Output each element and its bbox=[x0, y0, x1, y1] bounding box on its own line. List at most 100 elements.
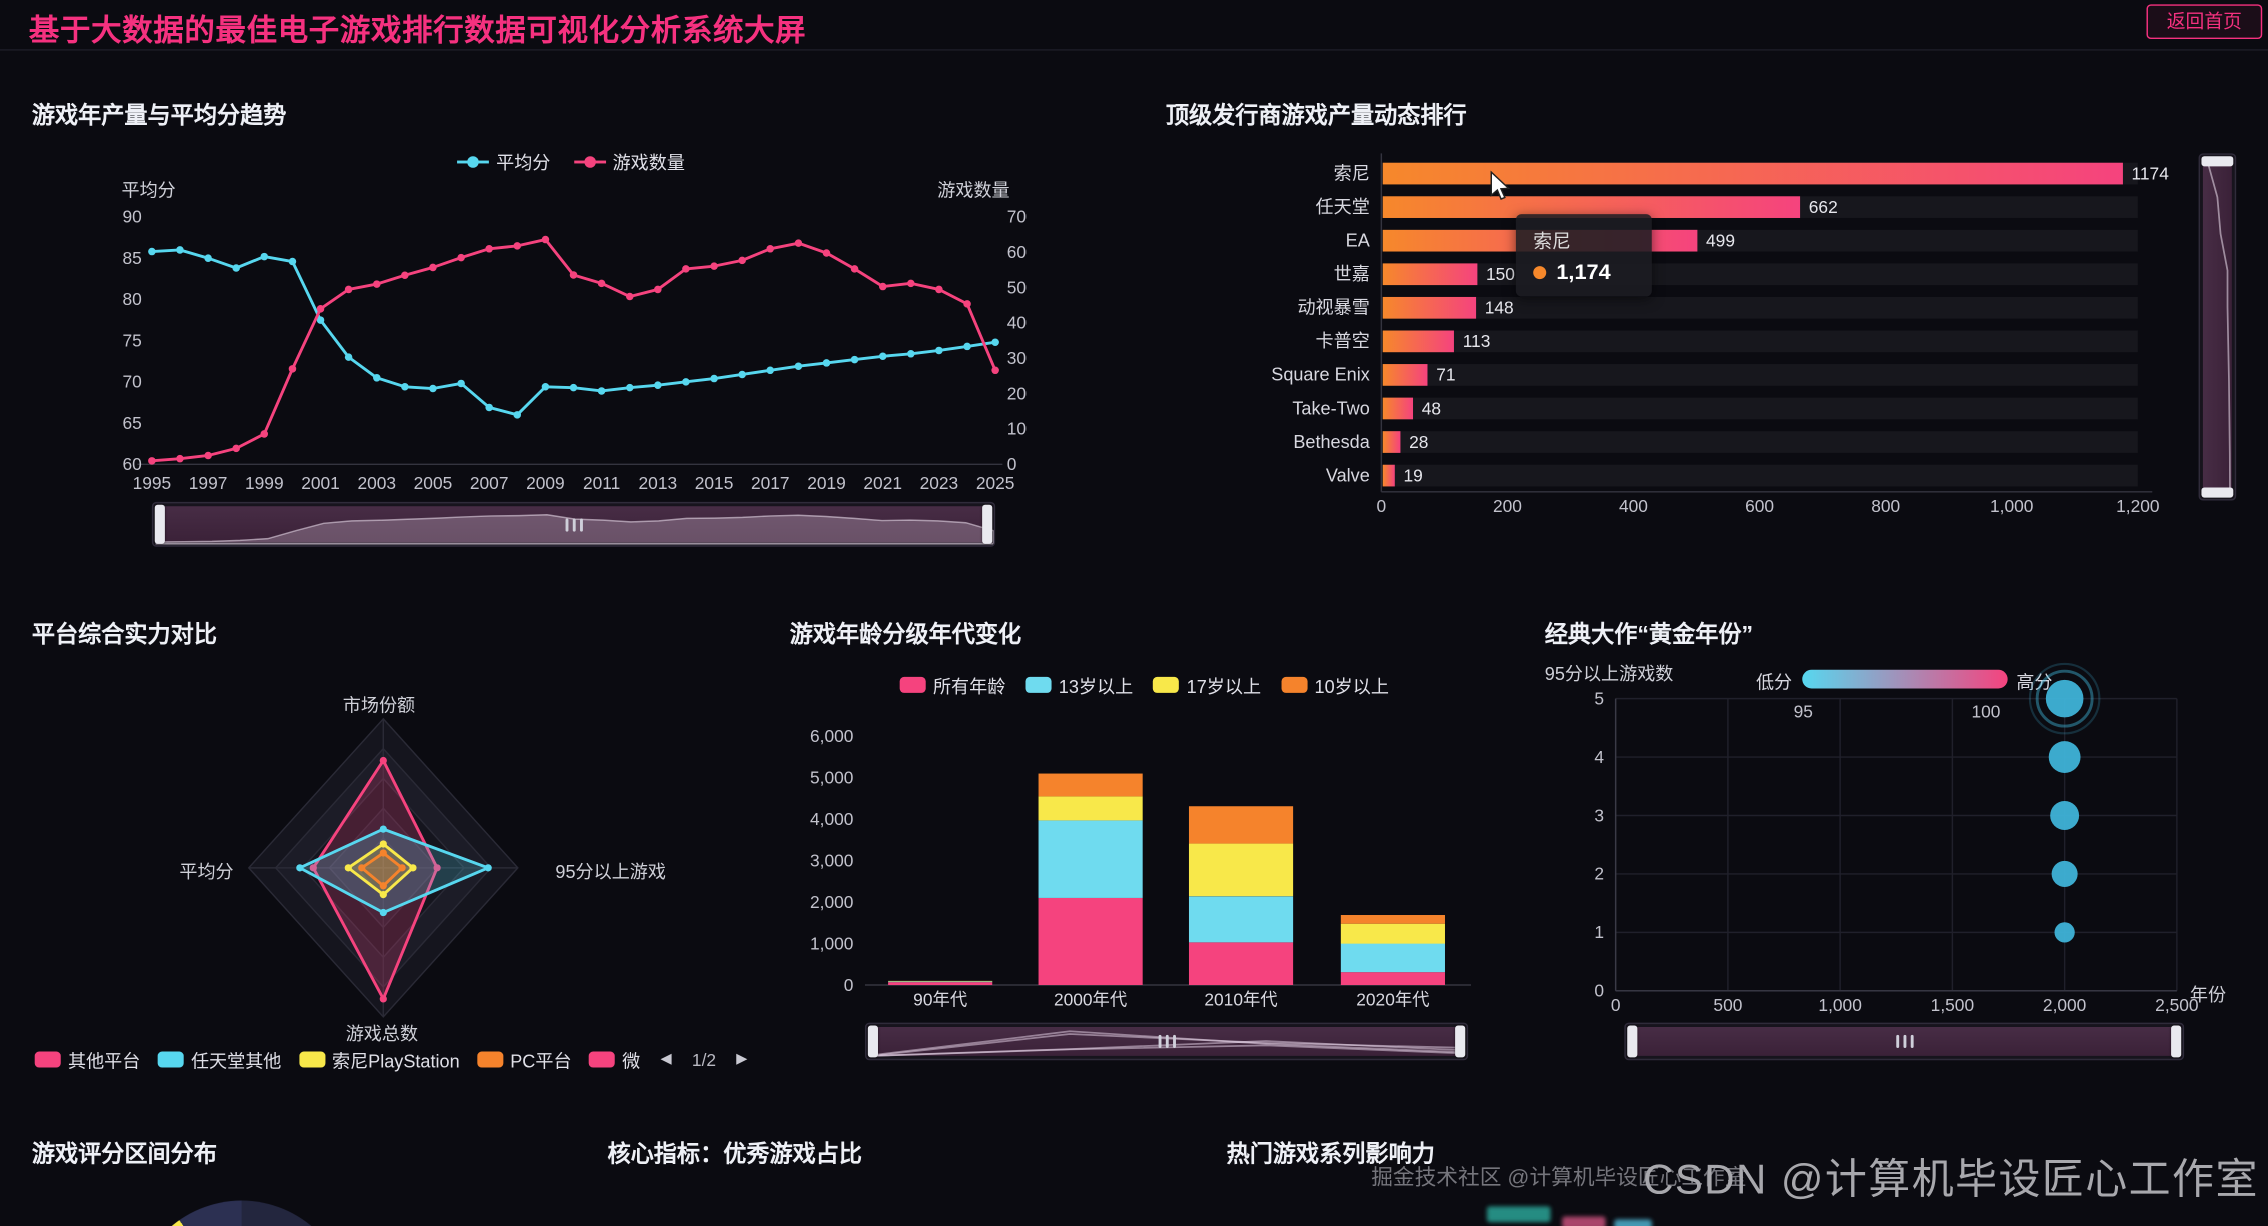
visualmap-gradient-bar[interactable] bbox=[1802, 669, 2008, 689]
score-distribution-pie-chart[interactable] bbox=[133, 1200, 351, 1226]
datazoom-handle-right[interactable] bbox=[982, 504, 993, 544]
datazoom-handle-left[interactable] bbox=[867, 1025, 878, 1058]
radar-indicator-avg-score: 平均分 bbox=[179, 862, 234, 883]
back-home-button[interactable]: 返回首页 bbox=[2146, 4, 2263, 40]
svg-text:1: 1 bbox=[1594, 922, 1604, 942]
svg-text:499: 499 bbox=[1706, 230, 1735, 250]
scatter-point[interactable] bbox=[2054, 922, 2075, 943]
svg-text:71: 71 bbox=[1436, 365, 1455, 385]
scatter-point[interactable] bbox=[2048, 741, 2081, 773]
stacked-bar-segment[interactable] bbox=[1038, 796, 1143, 821]
legend-item-other-platform[interactable]: 其他平台 bbox=[34, 1046, 140, 1073]
datazoom-handle-right[interactable] bbox=[1455, 1025, 1466, 1058]
svg-text:90年代: 90年代 bbox=[913, 989, 967, 1009]
trend-datazoom-slider[interactable] bbox=[151, 501, 996, 547]
svg-text:3: 3 bbox=[1594, 805, 1604, 825]
stacked-bar-segment[interactable] bbox=[1340, 923, 1445, 944]
svg-text:2020年代: 2020年代 bbox=[1356, 989, 1429, 1009]
datazoom-handle-bottom[interactable] bbox=[2201, 487, 2234, 498]
watermark-juejin: 掘金技术社区 @计算机毕设匠心工作室 bbox=[1371, 1165, 1747, 1191]
stacked-bar-segment[interactable] bbox=[1188, 806, 1294, 844]
legend-item-all-ages[interactable]: 所有年龄 bbox=[899, 671, 1005, 698]
svg-text:2,500: 2,500 bbox=[2155, 995, 2198, 1015]
legend-prev-arrow-icon[interactable]: ◀ bbox=[660, 1051, 672, 1068]
line-marker-icon bbox=[457, 153, 489, 170]
stacked-bar-segment[interactable] bbox=[1188, 896, 1294, 943]
golden-years-scatter-chart[interactable]: 0 500 1,000 1,500 2,000 2,500 5 4 3 2 1 0 bbox=[1533, 651, 2242, 1021]
legend-item-pc-platform[interactable]: PC平台 bbox=[476, 1046, 572, 1073]
golden-datazoom-slider[interactable] bbox=[1624, 1022, 2185, 1061]
scatter-point[interactable] bbox=[2045, 679, 2084, 718]
publisher-bar[interactable] bbox=[1382, 464, 1395, 487]
svg-text:148: 148 bbox=[1485, 298, 1514, 318]
legend-item-17plus[interactable]: 17岁以上 bbox=[1153, 671, 1261, 698]
datazoom-grip-icon[interactable] bbox=[564, 517, 583, 531]
stacked-bar-segment[interactable] bbox=[1340, 943, 1445, 973]
stacked-bar-segment[interactable] bbox=[1340, 972, 1445, 986]
scatter-point[interactable] bbox=[2050, 801, 2080, 830]
datazoom-handle-top[interactable] bbox=[2201, 156, 2234, 167]
svg-text:600: 600 bbox=[1007, 242, 1027, 262]
legend-item-microsoft-truncated[interactable]: 微 bbox=[588, 1046, 640, 1073]
ratings-datazoom-slider[interactable] bbox=[864, 1022, 1469, 1061]
publisher-bar[interactable] bbox=[1382, 364, 1428, 386]
publisher-bar[interactable] bbox=[1382, 263, 1478, 286]
svg-text:1,000: 1,000 bbox=[1818, 995, 1861, 1015]
svg-text:卡普空: 卡普空 bbox=[1316, 331, 1370, 351]
stacked-bar-segment[interactable] bbox=[1188, 843, 1294, 897]
svg-text:5: 5 bbox=[1594, 688, 1604, 708]
scatter-y-axis-name: 95分以上游戏数 bbox=[1544, 663, 1674, 685]
svg-text:2: 2 bbox=[1594, 864, 1604, 884]
publishers-datazoom-slider[interactable] bbox=[2198, 153, 2237, 501]
svg-text:60: 60 bbox=[122, 454, 141, 474]
datazoom-handle-left[interactable] bbox=[1627, 1025, 1638, 1058]
publisher-bar[interactable] bbox=[1382, 162, 2123, 185]
svg-text:动视暴雪: 动视暴雪 bbox=[1297, 298, 1369, 318]
stacked-bar-segment[interactable] bbox=[1340, 915, 1445, 924]
svg-text:2011: 2011 bbox=[583, 473, 620, 493]
svg-text:2015: 2015 bbox=[695, 473, 734, 493]
publishers-bar-chart[interactable]: 0 200 400 600 800 1,000 1,200 索尼 1174 任天堂 662 EA 499… bbox=[1157, 142, 2191, 521]
legend-item-nintendo-other[interactable]: 任天堂其他 bbox=[157, 1046, 281, 1073]
svg-text:800: 800 bbox=[1871, 496, 1900, 516]
svg-text:Take-Two: Take-Two bbox=[1292, 398, 1369, 418]
svg-text:300: 300 bbox=[1007, 348, 1027, 368]
svg-text:113: 113 bbox=[1463, 331, 1491, 351]
legend-item-13plus[interactable]: 13岁以上 bbox=[1025, 671, 1133, 698]
line-marker-icon bbox=[573, 153, 606, 170]
legend-item-10plus[interactable]: 10岁以上 bbox=[1281, 671, 1389, 698]
trend-line-chart[interactable]: 90 85 80 75 70 65 60 700 600 500 400 300 200 100 0 1995… bbox=[87, 139, 1027, 504]
legend-item-game-count[interactable]: 游戏数量 bbox=[573, 148, 685, 175]
scatter-point[interactable] bbox=[2051, 860, 2078, 887]
legend-next-arrow-icon[interactable]: ▶ bbox=[736, 1051, 748, 1068]
publisher-bar[interactable] bbox=[1382, 330, 1454, 353]
datazoom-handle-right[interactable] bbox=[2171, 1025, 2182, 1058]
svg-text:任天堂: 任天堂 bbox=[1316, 197, 1370, 217]
svg-text:2007: 2007 bbox=[470, 473, 509, 493]
panel-title-core-metric: 核心指标：优秀游戏占比 bbox=[607, 1142, 863, 1168]
legend-item-avg-score[interactable]: 平均分 bbox=[457, 148, 550, 175]
datazoom-handle-left[interactable] bbox=[154, 504, 165, 544]
datazoom-grip-icon[interactable] bbox=[1895, 1034, 1913, 1048]
svg-text:0: 0 bbox=[1377, 496, 1387, 516]
platform-radar-chart[interactable] bbox=[203, 691, 565, 1047]
publisher-bar[interactable] bbox=[1382, 397, 1414, 420]
ratings-stacked-bar-chart[interactable]: 6,000 5,000 4,000 3,000 2,000 1,000 0 90年代 2000年… bbox=[781, 648, 1493, 1015]
legend-page-indicator: 1/2 bbox=[691, 1049, 717, 1070]
stacked-bar-segment[interactable] bbox=[888, 982, 993, 986]
svg-text:0: 0 bbox=[1007, 454, 1017, 474]
visualmap-min-value: 95 bbox=[1793, 701, 1813, 722]
publisher-bar[interactable] bbox=[1382, 431, 1401, 453]
datazoom-grip-icon[interactable] bbox=[1157, 1034, 1176, 1048]
stacked-bar-segment[interactable] bbox=[1038, 897, 1143, 986]
publisher-bar[interactable] bbox=[1382, 196, 1801, 218]
stacked-bar-segment[interactable] bbox=[1188, 942, 1294, 986]
mouse-cursor-icon bbox=[1490, 170, 1511, 200]
svg-text:6,000: 6,000 bbox=[810, 726, 853, 746]
svg-text:世嘉: 世嘉 bbox=[1334, 264, 1370, 284]
stacked-bar-segment[interactable] bbox=[1038, 773, 1143, 797]
legend-item-sony-playstation[interactable]: 索尼PlayStation bbox=[298, 1046, 460, 1073]
stacked-bar-segment[interactable] bbox=[888, 981, 993, 983]
publisher-bar[interactable] bbox=[1382, 296, 1477, 319]
stacked-bar-segment[interactable] bbox=[1038, 820, 1143, 898]
